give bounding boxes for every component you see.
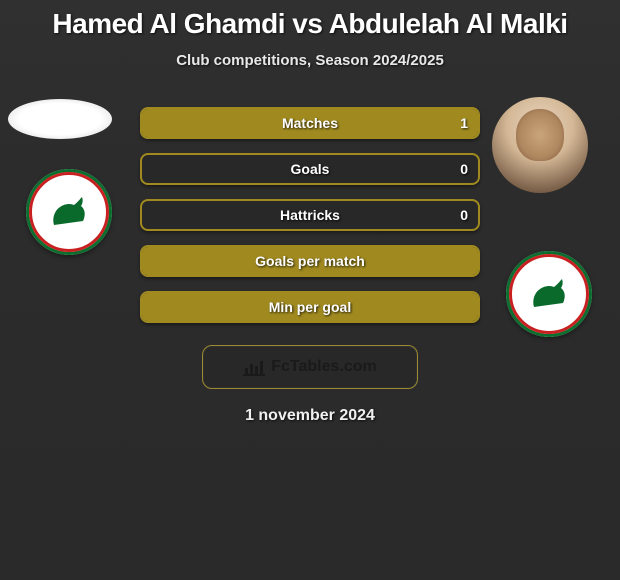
stat-bar: Min per goal <box>140 291 480 323</box>
stat-bar-label: Goals per match <box>255 253 365 269</box>
stat-bar-value: 0 <box>460 161 468 177</box>
stat-bar: Goals per match <box>140 245 480 277</box>
horse-icon <box>528 277 570 311</box>
comparison-chart: Matches 1 Goals 0 Hattricks 0 Goals per match M… <box>0 99 620 339</box>
page-title: Hamed Al Ghamdi vs Abdulelah Al Malki <box>0 0 620 40</box>
player-left-club-logo <box>26 169 112 255</box>
page-subtitle: Club competitions, Season 2024/2025 <box>0 52 620 69</box>
stat-bar-label: Hattricks <box>280 207 340 223</box>
stat-bar: Goals 0 <box>140 153 480 185</box>
watermark: FcTables.com <box>202 345 418 389</box>
stat-bar-value: 0 <box>460 207 468 223</box>
stat-bar-label: Matches <box>282 115 338 131</box>
player-right-avatar <box>492 97 588 193</box>
stat-bar-label: Min per goal <box>269 299 351 315</box>
date-label: 1 november 2024 <box>0 407 620 425</box>
stat-bar-label: Goals <box>291 161 330 177</box>
stat-bars: Matches 1 Goals 0 Hattricks 0 Goals per match M… <box>140 107 480 337</box>
stat-bar: Matches 1 <box>140 107 480 139</box>
watermark-text: FcTables.com <box>271 358 377 376</box>
player-right-club-logo <box>506 251 592 337</box>
stat-bar: Hattricks 0 <box>140 199 480 231</box>
horse-icon <box>48 195 90 229</box>
stat-bar-value: 1 <box>460 115 468 131</box>
player-left-avatar <box>8 99 112 139</box>
chart-icon <box>243 358 265 376</box>
